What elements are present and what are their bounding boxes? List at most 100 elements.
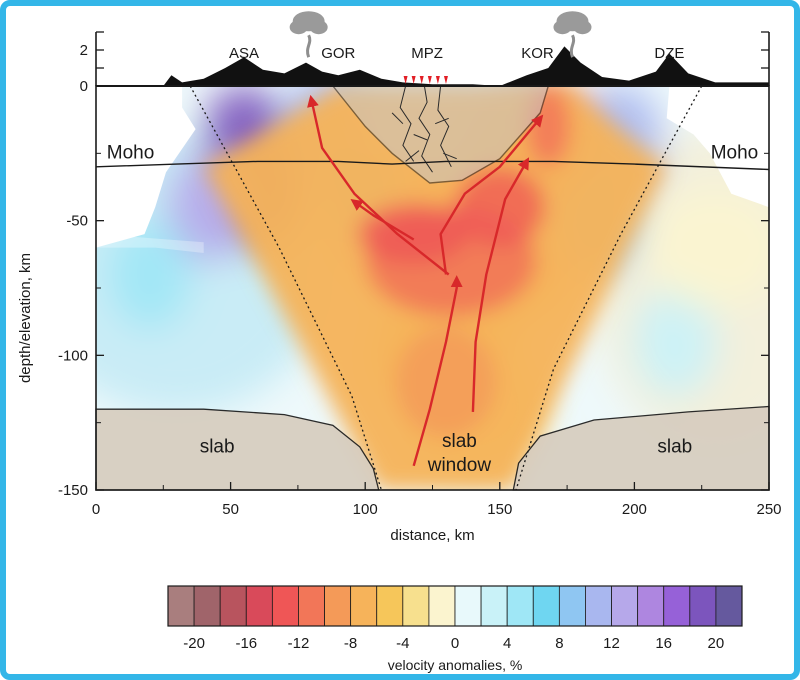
fracture-line (418, 85, 433, 173)
volcano-plume-icon (289, 11, 328, 58)
colorbar-swatch (689, 585, 717, 627)
anomaly-blob (645, 187, 769, 308)
vent-marker (403, 76, 408, 84)
slab-left (95, 408, 380, 491)
magma-arrow (350, 199, 415, 241)
colorbar-swatch (506, 585, 534, 627)
fracture-line (399, 85, 415, 162)
unresolved-zones (96, 86, 769, 253)
colorbar-swatch (376, 585, 404, 627)
colorbar: -20 -16 -12 -8 -4 0 4 8 12 16 20 (167, 585, 743, 652)
colorbar-swatch (558, 585, 586, 627)
moho-label-right: Moho (711, 143, 759, 164)
colorbar-swatch (480, 585, 508, 627)
colorbar-swatch (298, 585, 325, 627)
vent-marker (443, 76, 448, 84)
colorbar-swatch (350, 585, 378, 627)
fracture-line (413, 134, 428, 141)
colorbar-swatch (611, 585, 639, 627)
x-tick-label: 250 (756, 501, 781, 518)
plume-cloud (309, 20, 328, 35)
x-tick-label: 0 (92, 501, 100, 518)
vent-marker (419, 76, 424, 84)
window-boundary-left (189, 85, 383, 491)
window-lower (395, 327, 496, 438)
colorbar-swatch (585, 585, 612, 627)
fracture-line (437, 85, 452, 168)
fracture-line (405, 150, 420, 162)
plume-cloud (553, 20, 572, 35)
station-label: GOR (321, 45, 355, 62)
region-labels: Moho Moho slab slab slab window (107, 143, 758, 476)
colorbar-swatch (245, 585, 273, 627)
colorbar-swatch (663, 585, 691, 627)
colorbar-tick-label: -12 (288, 635, 310, 652)
anomaly-blob (107, 219, 192, 330)
colorbar-swatch (637, 585, 665, 627)
fracture-line (443, 152, 457, 160)
slab-label-left: slab (200, 436, 235, 457)
plot-area (95, 86, 770, 491)
tomography-figure: ASA GOR MPZ KOR DZE Moho Moho slab slab slab… (17, 11, 782, 673)
slab-window-label-line2: window (427, 455, 492, 476)
crust-wedge (331, 85, 550, 184)
y-tick-label: -100 (58, 347, 88, 364)
plume-stem (569, 34, 576, 58)
colorbar-tick-label: 16 (655, 635, 672, 652)
x-tick-label: 150 (487, 501, 512, 518)
x-tick-label: 50 (222, 501, 239, 518)
anomaly-blob (632, 286, 717, 397)
station-label: DZE (654, 45, 684, 62)
plume-cloud (573, 20, 592, 35)
colorbar-tick-label: 4 (503, 635, 511, 652)
x-tick-label: 100 (353, 501, 378, 518)
colorbar-tick-label: 0 (451, 635, 459, 652)
vent-marker (427, 76, 432, 84)
plume-stem (306, 34, 312, 58)
colorbar-swatch (454, 585, 482, 627)
x-axis-title: distance, km (390, 527, 474, 544)
y-tick-label: -150 (58, 482, 88, 499)
colorbar-swatch (428, 585, 456, 627)
colorbar-swatch (167, 585, 195, 627)
slab-window-label-line1: slab (442, 431, 477, 452)
x-tick-label: 200 (622, 501, 647, 518)
colorbar-frame (167, 585, 743, 627)
station-label: KOR (521, 45, 554, 62)
station-label: ASA (229, 45, 259, 62)
fracture-line (391, 112, 404, 125)
colorbar-swatch (324, 585, 352, 627)
unresolved-right (666, 86, 769, 208)
colorbar-tick-label: 8 (555, 635, 563, 652)
colorbar-swatch (402, 585, 430, 627)
topography-profile (96, 46, 769, 86)
colorbar-swatch (193, 585, 221, 627)
colorbar-swatch (715, 585, 743, 627)
moho-label-left: Moho (107, 143, 155, 164)
moho-line (95, 160, 770, 171)
window-core (358, 204, 469, 265)
window-core (454, 167, 545, 248)
topo-tick-label: 0 (80, 78, 88, 95)
colorbar-tick-label: -16 (235, 635, 257, 652)
colorbar-swatch (219, 585, 247, 627)
colorbar-title: velocity anomalies, % (388, 657, 523, 673)
magma-arrow (471, 157, 530, 412)
slab-label-right: slab (657, 436, 692, 457)
unresolved-left (96, 86, 196, 248)
colorbar-swatch (271, 585, 299, 627)
y-axis-title: depth/elevation, km (17, 253, 34, 383)
colorbar-tick-label: -8 (344, 635, 357, 652)
topo-tick-label: 2 (80, 42, 88, 59)
unresolved-shade (96, 234, 204, 253)
magma-arrow (307, 94, 450, 276)
colorbar-swatch (532, 585, 560, 627)
slab-group (95, 405, 770, 491)
magma-arrow (439, 114, 544, 275)
fracture-line (435, 117, 449, 125)
y-tick-label: -50 (66, 213, 88, 230)
colorbar-tick-label: 20 (708, 635, 725, 652)
colorbar-tick-label: 12 (603, 635, 620, 652)
